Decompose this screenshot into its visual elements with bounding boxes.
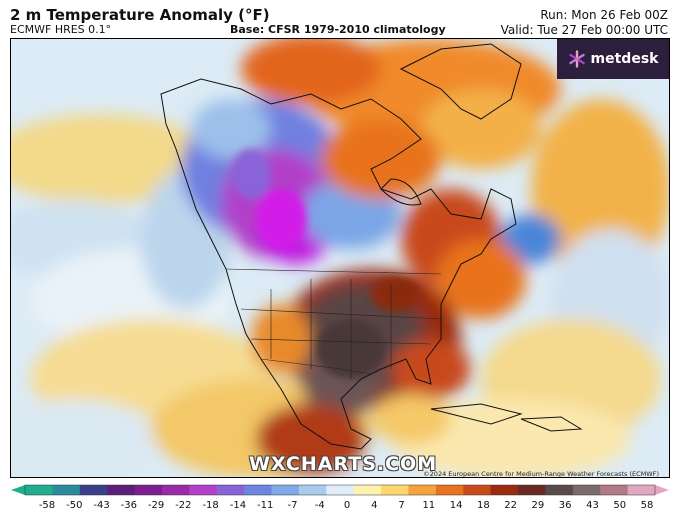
colorbar-tick-label: 11 <box>422 500 436 511</box>
colorbar-swatch <box>545 485 574 495</box>
colorbar-tick-label: -22 <box>175 500 192 511</box>
colorbar-swatch <box>518 485 546 495</box>
colorbar-tick-label: 50 <box>613 500 627 511</box>
colorbar-swatch <box>161 485 190 495</box>
colorbar-tick-label: -50 <box>66 500 83 511</box>
colorbar-swatch <box>381 485 409 495</box>
colorbar-tick-label: -11 <box>257 500 274 511</box>
colorbar-tick-label: -7 <box>287 500 298 511</box>
metdesk-logo: metdesk <box>557 39 669 79</box>
ecmwf-credit: ©2024 European Centre for Medium-Range W… <box>423 470 659 478</box>
colorbar-swatch <box>107 485 136 495</box>
colorbar-tick-label: -14 <box>229 500 247 511</box>
metdesk-logo-text: metdesk <box>590 51 659 67</box>
colorbar-tick-label: 4 <box>371 500 378 511</box>
map-title: 2 m Temperature Anomaly (°F) <box>10 6 270 24</box>
map-canvas <box>11 39 669 477</box>
colorbar-swatch <box>435 485 464 495</box>
colorbar-outline <box>24 484 656 496</box>
run-time-label: Run: Mon 26 Feb 00Z <box>540 8 668 22</box>
colorbar-tick-label: -58 <box>38 500 56 511</box>
colorbar-swatch <box>79 485 108 495</box>
colorbar-swatch <box>52 485 81 495</box>
anomaly-detail <box>231 149 421 379</box>
colorbar-swatch <box>189 485 218 495</box>
colorbar-arrow-left <box>11 485 25 495</box>
model-label: ECMWF HRES 0.1° <box>10 23 112 36</box>
colorbar-tick-label: -36 <box>120 500 137 511</box>
colorbar: -58 -50 -43 -36 -29 -22 -18 -14 -11 -7 -4 0 4 7 11 14 18… <box>0 478 680 521</box>
colorbar-tick-label: 0 <box>343 500 351 511</box>
colorbar-swatch <box>271 485 300 495</box>
colorbar-tick-label: 36 <box>558 500 572 511</box>
colorbar-tick-label: -43 <box>93 500 110 511</box>
colorbar-swatch <box>298 485 327 495</box>
colorbar-swatch <box>326 485 355 495</box>
colorbar-tick-label: 7 <box>398 500 405 511</box>
wxcharts-watermark: WXCHARTS.COM <box>249 453 438 475</box>
colorbar-tick-label: 58 <box>640 500 654 511</box>
colorbar-swatch <box>490 485 519 495</box>
base-climatology-label: Base: CFSR 1979-2010 climatology <box>230 23 446 36</box>
colorbar-swatch <box>600 485 629 495</box>
colorbar-tick-label: -18 <box>202 500 219 511</box>
colorbar-tick-label: 18 <box>476 500 490 511</box>
colorbar-scale <box>11 484 669 496</box>
colorbar-tick-label: -29 <box>147 500 165 511</box>
colorbar-swatch <box>572 485 601 495</box>
colorbar-swatch <box>408 485 437 495</box>
colorbar-swatch <box>216 485 245 495</box>
metdesk-star-icon <box>568 50 585 68</box>
coastlines <box>160 43 583 450</box>
colorbar-swatch <box>134 485 163 495</box>
colorbar-swatch <box>353 485 382 495</box>
colorbar-arrow-right <box>655 485 669 495</box>
valid-time-label: Valid: Tue 27 Feb 00:00 UTC <box>500 23 668 37</box>
borders <box>225 268 442 379</box>
colorbar-swatch <box>25 485 53 495</box>
colorbar-swatch <box>244 485 273 495</box>
temperature-anomaly-map: metdesk WXCHARTS.COM ©2024 European Cent… <box>10 38 670 478</box>
colorbar-tick-label: -4 <box>314 500 325 511</box>
colorbar-swatch <box>463 485 492 495</box>
colorbar-swatch <box>627 485 656 495</box>
colorbar-tick-label: 43 <box>586 500 599 511</box>
colorbar-tick-label: 22 <box>504 500 517 511</box>
chart-header: 2 m Temperature Anomaly (°F) ECMWF HRES … <box>0 0 680 40</box>
anomaly-field <box>11 39 669 477</box>
colorbar-tick-label: 29 <box>531 500 545 511</box>
colorbar-tick-label: 14 <box>449 500 463 511</box>
colorbar-labels: -58 -50 -43 -36 -29 -22 -18 -14 -11 -7 -4 0 4 7 11 14 18… <box>0 500 680 514</box>
